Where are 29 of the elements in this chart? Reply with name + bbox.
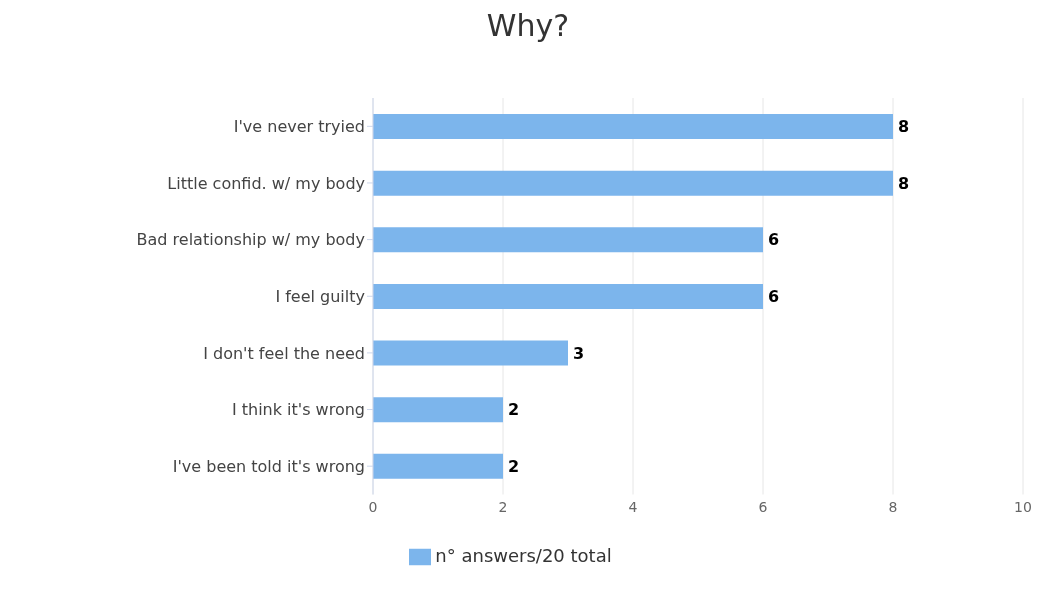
x-tick-label: 10 (1014, 499, 1032, 516)
data-label: 6 (768, 287, 780, 307)
y-tick-label: Bad relationship w/ my body (136, 230, 365, 250)
y-tick-label: I've never tryied (233, 117, 365, 136)
bar (373, 170, 893, 196)
data-label: 8 (898, 117, 910, 137)
data-label: 2 (508, 457, 520, 477)
x-tick-label: 0 (368, 499, 378, 516)
x-tick-label: 2 (498, 499, 508, 516)
y-tick-label: I feel guilty (275, 286, 365, 306)
y-tick-label: I think it's wrong (231, 400, 365, 420)
bar (373, 397, 503, 423)
chart-title: Why? (485, 8, 571, 45)
bar (373, 227, 763, 253)
x-tick-label: 6 (758, 499, 768, 516)
x-tick-label: 8 (888, 499, 898, 516)
y-tick-label: I don't feel the need (203, 343, 365, 363)
y-tick-label: I've been told it's wrong (172, 456, 365, 476)
data-label: 6 (768, 230, 780, 250)
data-label: 3 (573, 343, 585, 363)
data-label: 2 (508, 400, 520, 420)
bar (373, 340, 568, 366)
legend-label: n° answers/20 total (435, 544, 612, 566)
y-tick-label: Little confid. w/ my body (167, 173, 365, 193)
data-label: 8 (898, 173, 910, 193)
x-tick-label: 4 (628, 499, 638, 516)
bar (373, 114, 893, 139)
bar (373, 453, 503, 479)
bar (373, 283, 763, 309)
